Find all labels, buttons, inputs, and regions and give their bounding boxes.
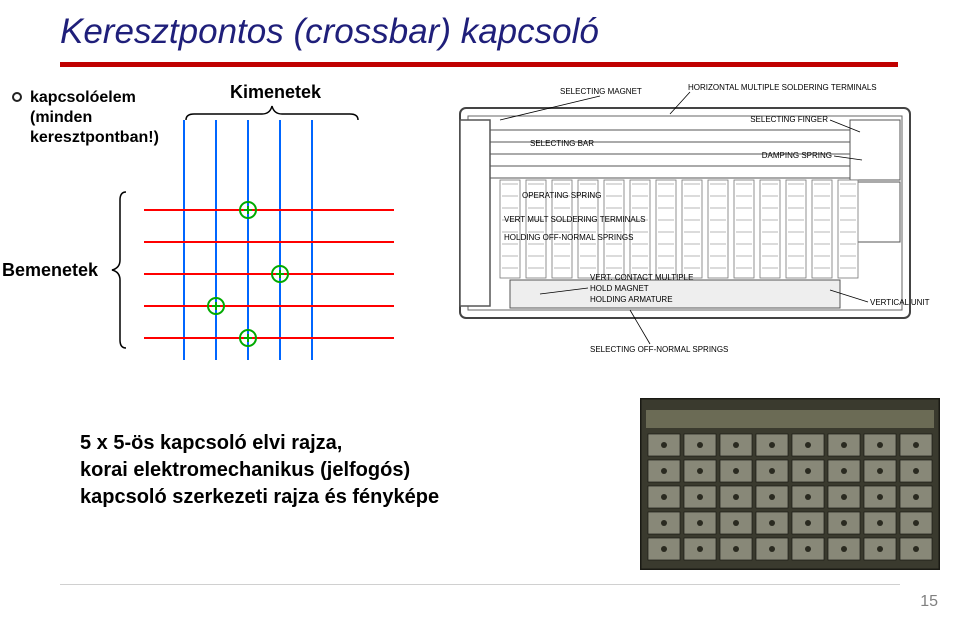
kapcs-line3: keresztpontban!) xyxy=(30,129,159,146)
lbl-horiz-term: HORIZONTAL MULTIPLE SOLDERING TERMINALS xyxy=(688,83,877,92)
kapcs-line1: kapcsolóelem xyxy=(30,89,136,106)
lbl-selecting-bar: SELECTING BAR xyxy=(530,139,594,148)
caption: 5 x 5-ös kapcsoló elvi rajza, korai elek… xyxy=(80,430,439,511)
technical-drawing: SELECTING MAGNET HORIZONTAL MULTIPLE SOL… xyxy=(430,80,940,375)
lbl-vert-mult: VERT MULT SOLDERING TERMINALS xyxy=(504,215,646,224)
footer-divider xyxy=(60,584,900,585)
caption-line1: 5 x 5-ös kapcsoló elvi rajza, xyxy=(80,432,342,454)
lbl-selecting-off: SELECTING OFF-NORMAL SPRINGS xyxy=(590,345,728,354)
lbl-selecting-finger: SELECTING FINGER xyxy=(750,115,828,124)
bemenetek-brace-icon xyxy=(108,190,130,350)
lbl-hold-magnet: HOLD MAGNET xyxy=(590,284,649,293)
lbl-vert-contact: VERT. CONTACT MULTIPLE xyxy=(590,273,693,282)
kimenetek-label: Kimenetek xyxy=(230,82,321,103)
caption-line2: korai elektromechanikus (jelfogós) xyxy=(80,459,410,481)
caption-line3: kapcsoló szerkezeti rajza és fényképe xyxy=(80,486,439,508)
title-underline xyxy=(60,62,898,67)
lbl-holding-off: HOLDING OFF-NORMAL SPRINGS xyxy=(504,233,634,242)
lbl-selecting-magnet: SELECTING MAGNET xyxy=(560,87,642,96)
lbl-damping-spring: DAMPING SPRING xyxy=(762,151,832,160)
bemenetek-label: Bemenetek xyxy=(2,260,98,281)
crossbar-photo xyxy=(640,398,940,570)
page-number: 15 xyxy=(920,593,938,611)
lbl-holding-arm: HOLDING ARMATURE xyxy=(590,295,673,304)
kapcsoloelem-label: kapcsolóelem (minden keresztpontban!) xyxy=(30,88,159,148)
kapcs-line2: (minden xyxy=(30,109,92,126)
crossbar-schematic xyxy=(144,120,394,360)
lbl-operating-spring: OPERATING SPRING xyxy=(522,191,601,200)
lbl-vertical-unit: VERTICAL UNIT xyxy=(870,298,930,307)
bullet-icon xyxy=(12,92,22,102)
page-title: Keresztpontos (crossbar) kapcsoló xyxy=(60,12,599,52)
